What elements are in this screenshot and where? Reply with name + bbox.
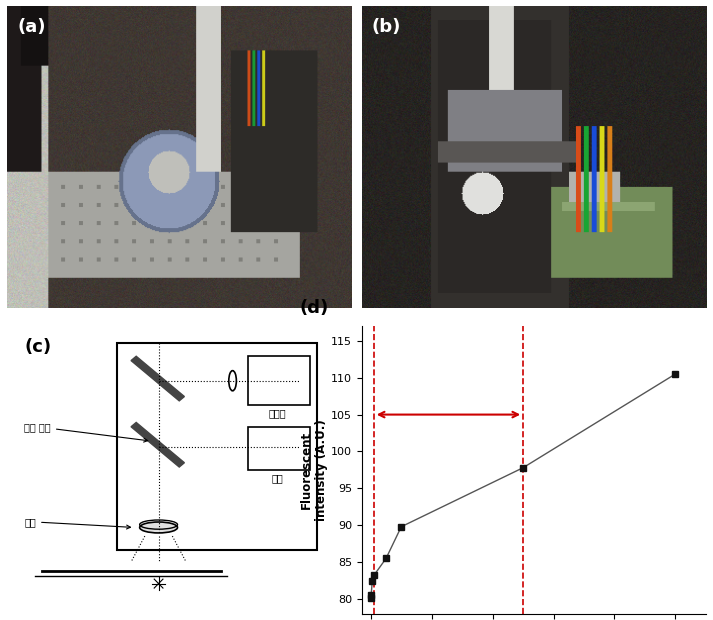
Text: (b): (b) [372,18,401,37]
Bar [248,356,310,405]
Text: (d): (d) [299,299,329,317]
Bar [117,343,317,551]
Ellipse shape [140,522,178,533]
Y-axis label: Fluorescent
intensity (A.U.): Fluorescent intensity (A.U.) [300,419,328,521]
Text: 검출기: 검출기 [269,408,286,418]
Text: 렌즈: 렌즈 [24,516,130,529]
Polygon shape [131,356,185,401]
Text: 광원: 광원 [272,474,283,484]
Text: 편광 필터: 편광 필터 [24,422,148,442]
Bar [248,427,310,470]
Text: (a): (a) [17,18,46,37]
Text: (c): (c) [24,337,51,355]
Polygon shape [131,422,185,467]
